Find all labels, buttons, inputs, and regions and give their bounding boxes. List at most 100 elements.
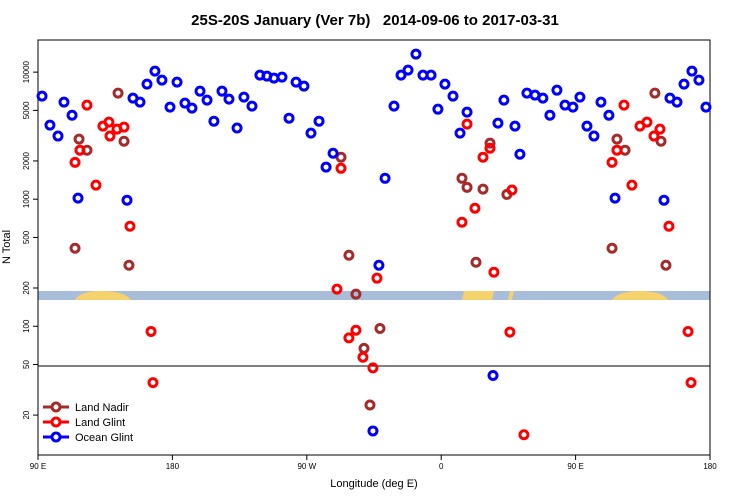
point <box>461 118 473 130</box>
point <box>470 256 482 268</box>
point <box>506 184 518 196</box>
point <box>595 96 607 108</box>
x-axis-label: Longitude (deg E) <box>330 478 417 490</box>
point <box>663 220 675 232</box>
point <box>118 135 130 147</box>
point <box>72 192 84 204</box>
legend-label: Ocean Glint <box>75 432 133 444</box>
legend-label: Land Glint <box>75 417 125 429</box>
point <box>112 87 124 99</box>
point <box>216 85 228 97</box>
point <box>609 192 621 204</box>
point <box>156 74 168 86</box>
point <box>648 130 660 142</box>
map-land <box>612 291 668 300</box>
point <box>179 97 191 109</box>
point <box>58 96 70 108</box>
y-tick-label: 10000 <box>22 60 31 83</box>
point <box>509 120 521 132</box>
point <box>477 151 489 163</box>
point <box>567 101 579 113</box>
point <box>626 179 638 191</box>
point <box>461 181 473 193</box>
point <box>618 99 630 111</box>
point <box>606 156 618 168</box>
point <box>537 92 549 104</box>
point <box>194 85 206 97</box>
point <box>649 87 661 99</box>
point <box>367 362 379 374</box>
point <box>492 117 504 129</box>
x-tick-label: 180 <box>703 462 717 471</box>
point <box>171 76 183 88</box>
point <box>469 202 481 214</box>
y-tick-label: 500 <box>22 230 31 244</box>
point <box>134 96 146 108</box>
point <box>425 69 437 81</box>
point <box>343 332 355 344</box>
point <box>456 216 468 228</box>
point <box>395 69 407 81</box>
y-tick-label: 5000 <box>22 101 31 119</box>
point <box>373 259 385 271</box>
point <box>104 130 116 142</box>
point <box>454 127 466 139</box>
y-tick-label: 100 <box>22 319 31 333</box>
map-land <box>508 291 514 300</box>
point <box>611 144 623 156</box>
point <box>654 123 666 135</box>
point <box>69 242 81 254</box>
point <box>410 48 422 60</box>
point <box>73 133 85 145</box>
point <box>343 249 355 261</box>
point <box>371 272 383 284</box>
point <box>350 288 362 300</box>
point <box>477 183 489 195</box>
point <box>374 323 386 335</box>
point <box>141 78 153 90</box>
point <box>660 259 672 271</box>
point <box>90 179 102 191</box>
point <box>335 162 347 174</box>
point <box>432 103 444 115</box>
chart-title: 25S-20S January (Ver 7b) 2014-09-06 to 2… <box>191 12 559 29</box>
point <box>518 429 530 441</box>
point <box>682 325 694 337</box>
y-tick-label: 20 <box>22 410 31 419</box>
point <box>671 96 683 108</box>
point <box>36 90 48 102</box>
y-tick-label: 50 <box>22 360 31 369</box>
point <box>164 101 176 113</box>
map-ocean <box>38 291 710 300</box>
point <box>149 65 161 77</box>
point <box>290 76 302 88</box>
point <box>484 142 496 154</box>
map-band <box>38 291 710 300</box>
point <box>320 161 332 173</box>
point <box>69 156 81 168</box>
legend-marker <box>50 416 62 428</box>
point <box>124 220 136 232</box>
point <box>52 130 64 142</box>
point <box>388 100 400 112</box>
y-tick-label: 200 <box>22 281 31 295</box>
point <box>461 106 473 118</box>
point <box>439 78 451 90</box>
point <box>693 74 705 86</box>
point <box>118 121 130 133</box>
point <box>447 90 459 102</box>
point <box>145 325 157 337</box>
point <box>81 99 93 111</box>
point <box>313 115 325 127</box>
point <box>123 259 135 271</box>
point <box>208 115 220 127</box>
point <box>246 100 258 112</box>
point <box>685 377 697 389</box>
map-land <box>75 291 131 300</box>
plot-frame <box>37 39 711 456</box>
point <box>121 194 133 206</box>
point <box>544 109 556 121</box>
point <box>551 84 563 96</box>
point <box>603 109 615 121</box>
